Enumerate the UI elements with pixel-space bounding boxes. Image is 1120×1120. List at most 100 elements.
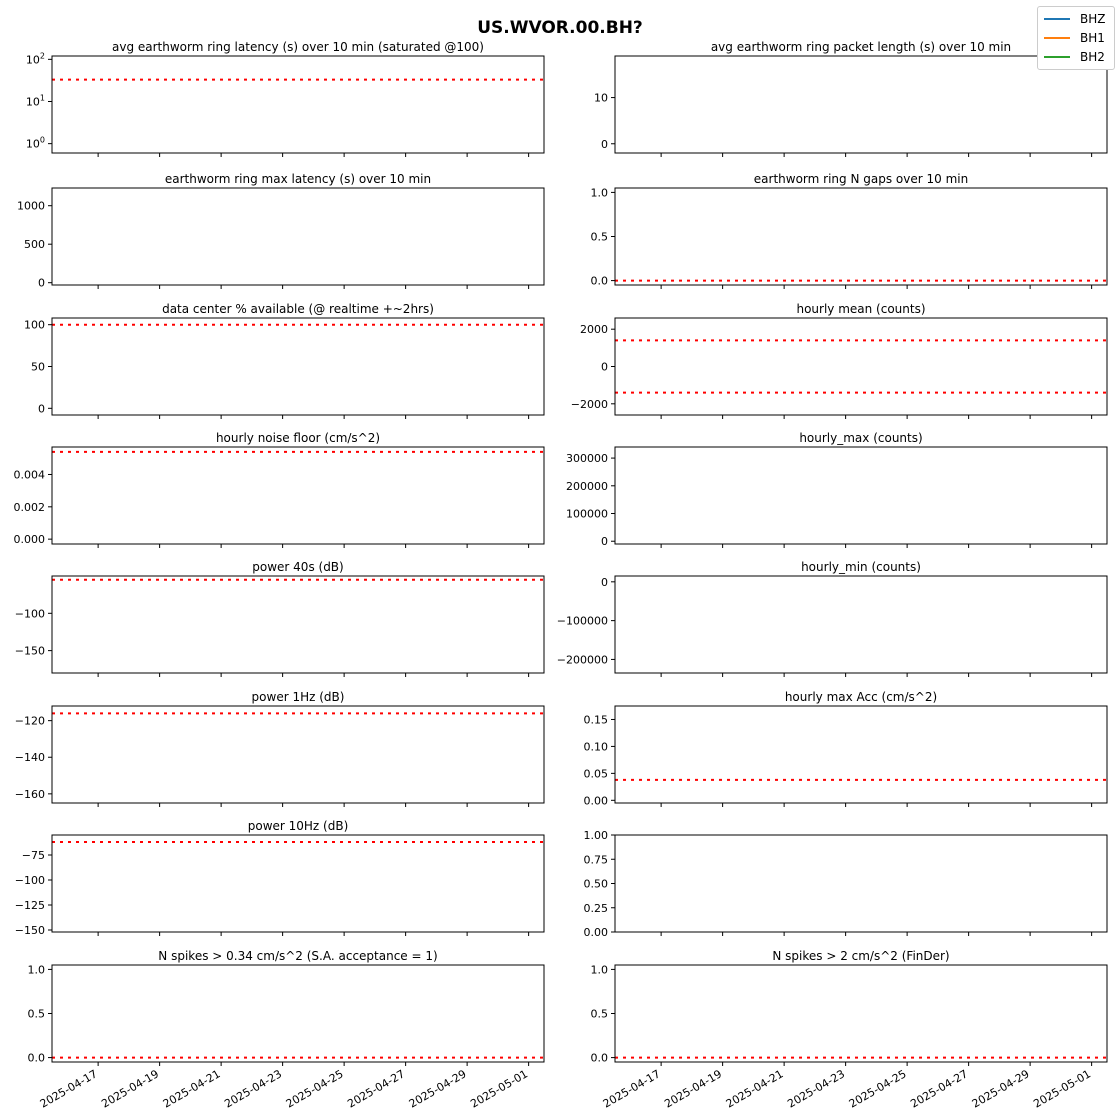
axes-frame (51, 834, 545, 933)
y-tick-label: 0.5 (591, 1008, 609, 1021)
subplot-title: power 40s (dB) (252, 560, 343, 574)
subplot-5: data center % available (@ realtime +~2h… (24, 302, 545, 419)
subplot-16: N spikes > 2 cm/s^2 (FinDer) 0.0 0.5 1.0 202… (591, 949, 1108, 1111)
subplot-title: power 10Hz (dB) (248, 819, 349, 833)
y-tick-label: 0.5 (591, 231, 609, 244)
y-tick-label: 100000 (566, 508, 608, 521)
y-tick-label: 1.00 (584, 829, 609, 842)
subplot-2: avg earthworm ring packet length (s) ove… (594, 40, 1108, 157)
y-tick-label: 0.002 (14, 501, 46, 514)
axes-frame (614, 187, 1108, 286)
axes-frame (614, 317, 1108, 416)
y-tick-label: 0.00 (584, 794, 609, 807)
y-tick-label: 0.000 (14, 533, 46, 546)
y-tick-label: 100 (26, 136, 45, 151)
subplot-title: avg earthworm ring latency (s) over 10 m… (112, 40, 484, 54)
x-tick-label: 2025-04-17 (38, 1067, 100, 1110)
y-tick-label: 0 (601, 361, 608, 374)
subplot-12: hourly max Acc (cm/s^2) 0.00 0.05 0.10 0.15 (584, 690, 1108, 807)
x-tick-label: 2025-04-25 (847, 1067, 909, 1110)
y-tick-label: 0.10 (584, 740, 609, 753)
subplot-title: avg earthworm ring packet length (s) ove… (711, 40, 1011, 54)
y-tick-label: 0.0 (28, 1052, 46, 1065)
subplot-title: data center % available (@ realtime +~2h… (162, 302, 434, 316)
axes-frame (51, 187, 545, 286)
y-tick-label: −125 (15, 899, 45, 912)
legend-entry-bh1: BH1 (1044, 29, 1112, 47)
x-tick-label: 2025-04-19 (99, 1067, 161, 1110)
x-tick-label: 2025-04-19 (662, 1067, 724, 1110)
y-tick-label: −100 (15, 607, 45, 620)
subplot-title: power 1Hz (dB) (252, 690, 345, 704)
subplot-title: hourly_max (counts) (799, 431, 922, 445)
subplot-title: hourly max Acc (cm/s^2) (785, 690, 937, 704)
subplot-15: N spikes > 0.34 cm/s^2 (S.A. acceptance … (28, 949, 545, 1111)
y-tick-label: 0.25 (584, 902, 609, 915)
y-tick-label: 0 (38, 402, 45, 415)
y-tick-label: 1.0 (591, 186, 609, 199)
y-tick-label: 300000 (566, 452, 608, 465)
axes-frame (614, 964, 1108, 1063)
axes-frame (51, 55, 545, 154)
axes-frame (51, 705, 545, 804)
subplot-9: power 40s (dB) −150 −100 (15, 560, 545, 677)
x-tick-label: 2025-04-21 (161, 1067, 223, 1110)
x-tick-label: 2025-04-23 (222, 1067, 284, 1110)
y-tick-label: 0 (601, 576, 608, 589)
y-tick-label: 102 (26, 51, 45, 66)
y-tick-label: 50 (31, 361, 45, 374)
y-tick-label: 0.004 (14, 468, 46, 481)
x-tick-label: 2025-05-01 (1031, 1067, 1093, 1110)
x-tick-label: 2025-04-25 (284, 1067, 346, 1110)
x-tick-label: 2025-04-21 (724, 1067, 786, 1110)
y-tick-label: −100 (15, 874, 45, 887)
y-tick-label: −140 (15, 751, 45, 764)
y-tick-label: 1.0 (591, 963, 609, 976)
axes-frame (51, 317, 545, 416)
y-tick-label: 200000 (566, 480, 608, 493)
subplot-13: power 10Hz (dB) −150 −125 −100 −75 (15, 819, 545, 937)
subplot-title: hourly mean (counts) (796, 302, 925, 316)
y-tick-label: 10 (594, 92, 608, 105)
legend-label-bhz: BHZ (1080, 12, 1106, 26)
subplot-title: earthworm ring max latency (s) over 10 m… (165, 172, 431, 186)
y-tick-label: 0.50 (584, 878, 609, 891)
axes-frame (614, 446, 1108, 545)
x-tick-label: 2025-04-29 (407, 1067, 469, 1110)
y-tick-label: −2000 (571, 398, 608, 411)
y-tick-label: 0 (601, 535, 608, 548)
figure-title: US.WVOR.00.BH? (477, 18, 643, 38)
axes-frame (614, 834, 1108, 933)
y-tick-label: −150 (15, 645, 45, 658)
subplot-title: earthworm ring N gaps over 10 min (754, 172, 968, 186)
legend-label-bh1: BH1 (1080, 31, 1105, 45)
y-tick-label: 0.15 (584, 713, 609, 726)
axes-frame (614, 575, 1108, 674)
subplot-3: earthworm ring max latency (s) over 10 m… (17, 172, 545, 290)
y-tick-label: 0.00 (584, 926, 609, 939)
y-tick-label: −200000 (557, 653, 608, 666)
y-tick-label: 100 (24, 319, 45, 332)
subplot-title: hourly_min (counts) (801, 560, 921, 574)
axes-frame (51, 446, 545, 545)
subplot-title: N spikes > 0.34 cm/s^2 (S.A. acceptance … (158, 949, 437, 963)
y-tick-label: 0.0 (591, 1052, 609, 1065)
x-tick-label: 2025-04-23 (785, 1067, 847, 1110)
x-tick-label: 2025-04-27 (345, 1067, 407, 1110)
y-tick-label: −75 (22, 849, 45, 862)
legend-swatch-bh2 (1044, 56, 1070, 58)
legend-entry-bhz: BHZ (1044, 10, 1112, 28)
y-tick-label: 0.5 (28, 1008, 46, 1021)
y-tick-label: 1000 (17, 200, 45, 213)
axes-frame (614, 705, 1108, 804)
legend: BHZ BH1 BH2 (1037, 6, 1115, 70)
axes-frame (51, 964, 545, 1063)
subplot-title: hourly noise floor (cm/s^2) (216, 431, 380, 445)
y-tick-label: 2000 (580, 323, 608, 336)
subplot-8: hourly_max (counts) 0 100000 200000 300000 (566, 431, 1108, 548)
y-tick-label: 0.05 (584, 767, 609, 780)
subplot-7: hourly noise floor (cm/s^2) 0.000 0.002 0.0… (14, 431, 545, 548)
axes-frame (51, 575, 545, 674)
x-tick-label: 2025-05-01 (468, 1067, 530, 1110)
axes-frame (614, 55, 1108, 154)
